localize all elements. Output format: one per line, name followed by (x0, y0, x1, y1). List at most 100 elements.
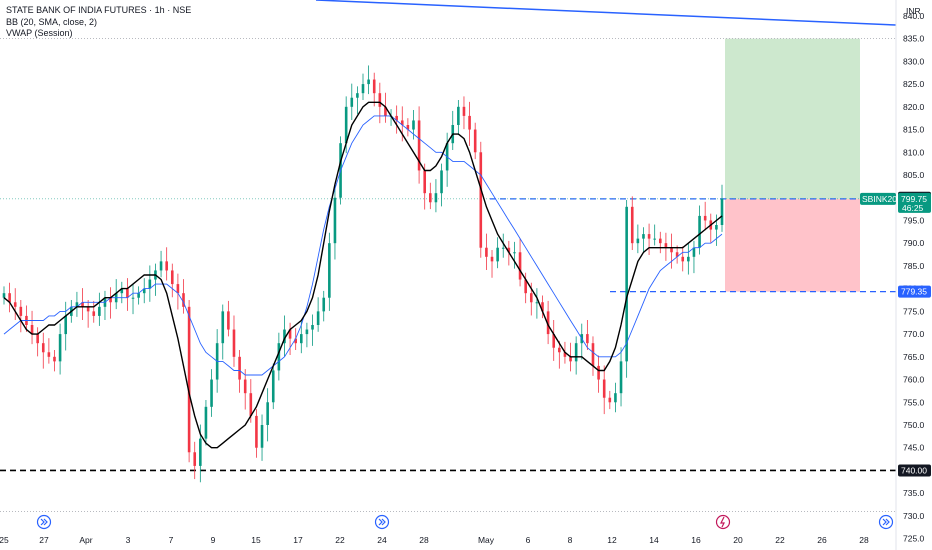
candle (395, 105, 398, 134)
candle-body (148, 279, 152, 289)
candle (2, 286, 6, 305)
candle-body (513, 252, 516, 254)
candle-body (204, 406, 208, 439)
candle (490, 250, 494, 278)
candle-body (243, 379, 247, 394)
candle (126, 278, 129, 311)
candle-body (227, 311, 230, 330)
arrow-forward-icon[interactable] (374, 514, 390, 530)
candle-body (322, 297, 326, 312)
candle (148, 265, 152, 302)
candle-body (429, 193, 432, 203)
candle-body (518, 252, 522, 280)
price-tick-label: 770.0 (903, 329, 925, 339)
candle-body (260, 425, 264, 448)
ticker-tag-name: SBINK2025 (862, 194, 907, 204)
candle (541, 295, 544, 319)
candle (81, 288, 84, 320)
time-tick-label: 7 (169, 535, 174, 545)
candle (681, 246, 685, 272)
candle (518, 238, 522, 287)
time-tick-label: 14 (649, 535, 659, 545)
candle (546, 300, 550, 345)
candle (647, 223, 651, 255)
candle-body (535, 302, 539, 304)
candle (75, 291, 79, 317)
lightning-icon[interactable] (715, 514, 731, 530)
candle-body (81, 302, 84, 307)
arrow-forward-icon[interactable] (36, 514, 52, 530)
candle-body (541, 302, 544, 312)
price-tick-label: 755.0 (903, 397, 925, 407)
time-tick-label: 15 (251, 535, 261, 545)
trendline[interactable] (315, 0, 897, 26)
candle-body (670, 247, 673, 253)
candle-body (187, 306, 191, 453)
candle-body (176, 284, 180, 294)
candle-body (131, 297, 135, 299)
candle (109, 287, 112, 319)
price-tick-label: 810.0 (903, 147, 925, 157)
candle-body (333, 197, 337, 244)
price-tick-label: 840.0 (903, 11, 925, 21)
candle (586, 320, 589, 350)
time-tick-label: 28 (419, 535, 429, 545)
candle-body (440, 170, 443, 194)
candle (13, 288, 17, 320)
candle-body (406, 125, 410, 130)
candle (159, 250, 163, 278)
candle (670, 233, 673, 269)
candle-body (120, 288, 124, 294)
candle-body (356, 93, 359, 98)
candle (142, 278, 146, 304)
candle-body (384, 106, 387, 116)
price-tick-label: 815.0 (903, 125, 925, 135)
candle (457, 100, 460, 135)
candle (473, 122, 477, 160)
candle (658, 231, 662, 254)
bar-countdown: 46:25 (902, 203, 924, 213)
candle (232, 315, 236, 367)
candle (41, 332, 45, 369)
candle (356, 86, 359, 115)
candle (423, 163, 427, 210)
currency-label: INR (906, 6, 921, 16)
price-tick-label: 790.0 (903, 238, 925, 248)
candle (619, 347, 623, 407)
time-tick-label: 9 (211, 535, 216, 545)
candle-body (221, 311, 225, 344)
candle (283, 315, 286, 357)
candle-body (58, 334, 62, 362)
arrow-forward-icon[interactable] (878, 514, 894, 530)
candle-body (636, 238, 640, 244)
price-tick-label: 745.0 (903, 443, 925, 453)
candle (440, 163, 443, 207)
candle-body (64, 315, 68, 335)
price-axis[interactable] (896, 0, 932, 550)
candle-body (344, 106, 348, 144)
candle-body (720, 198, 724, 225)
candle (333, 183, 337, 260)
candle (227, 300, 230, 337)
candle (30, 310, 34, 345)
candle-body (232, 329, 236, 357)
arrow-forward-icon-glyph (40, 518, 48, 526)
candle-body (238, 356, 241, 380)
time-tick-label: 12 (607, 535, 617, 545)
price-tag: 779.35 (898, 285, 931, 298)
price-tag-text: 740.00 (901, 465, 927, 475)
candle-body (591, 343, 595, 366)
candle-body (496, 247, 499, 262)
time-tick-label: 20 (733, 535, 743, 545)
candle-body (715, 225, 718, 230)
candle (260, 414, 264, 461)
candle-body (586, 334, 589, 344)
candle-body (350, 97, 354, 107)
candle-body (41, 343, 45, 353)
candle-body (199, 438, 202, 466)
candle-body (614, 393, 617, 403)
candle-body (193, 452, 197, 466)
candle (720, 184, 724, 232)
